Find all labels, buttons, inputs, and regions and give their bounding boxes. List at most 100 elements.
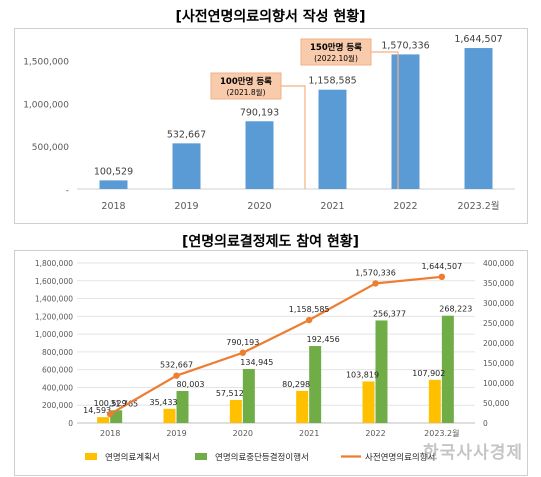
y-left-tick-label: 600,000 <box>42 366 73 375</box>
bar <box>172 143 201 189</box>
line-data-label: 100,529 <box>94 399 127 408</box>
x-tick-label: 2020 <box>247 201 271 212</box>
chart2-title: [연명의료결정제도 참여 현황] <box>181 234 360 250</box>
panel-advance-directive: [사전연명의료의향서 작성 현황] - 500,000 1,000,000 1,500… <box>0 0 541 228</box>
x-tick-label: 2018 <box>100 429 120 438</box>
legend-label: 사전연명의료의향서 <box>365 452 435 463</box>
bar <box>391 54 420 189</box>
bar-data-label: 57,512 <box>216 389 244 398</box>
bar-data-label: 134,945 <box>240 358 273 367</box>
bar <box>176 390 189 423</box>
y-tick-label: 1,000,000 <box>23 100 69 110</box>
y-right-tick-label: 0 <box>483 419 488 428</box>
bar <box>242 369 255 423</box>
data-label: 1,570,336 <box>381 40 429 51</box>
data-label: 1,644,507 <box>454 34 502 45</box>
legend-label: 연명의료계획서 <box>105 452 160 463</box>
bar <box>309 346 322 423</box>
y-right-tick-label: 200,000 <box>483 339 514 348</box>
bar-data-label: 192,456 <box>307 335 340 344</box>
legend-label: 연명의료중단등결정이행서 <box>215 452 309 463</box>
y-right-tick-label: 50,000 <box>483 399 509 408</box>
bar-data-label: 14,593 <box>83 406 111 415</box>
y-left-tick-label: 1,800,000 <box>35 259 73 268</box>
bar <box>296 390 309 423</box>
line-data-label: 1,644,507 <box>421 262 462 271</box>
x-tick-label: 2019 <box>166 429 186 438</box>
callout-leader <box>281 85 306 189</box>
bar-data-label: 256,377 <box>373 309 406 318</box>
line-point <box>438 273 446 281</box>
callout-title: 100만명 등록 <box>220 76 272 87</box>
line-data-label: 1,570,336 <box>355 268 396 277</box>
callout-title: 150만명 등록 <box>310 42 362 53</box>
x-tick-label: 2021 <box>320 201 344 212</box>
bar-data-label: 103,819 <box>346 370 379 379</box>
bar-data-label: 80,298 <box>282 380 310 389</box>
line-point <box>239 349 247 356</box>
callout-box <box>210 72 282 100</box>
y-right-tick-label: 150,000 <box>483 359 514 368</box>
legend-swatch <box>195 453 207 460</box>
bar-data-label: 107,902 <box>412 369 445 378</box>
data-label: 1,158,585 <box>308 76 356 87</box>
bar <box>229 399 242 423</box>
y-left-tick-label: 1,600,000 <box>35 277 73 286</box>
y-left-tick-label: 200,000 <box>42 401 73 410</box>
bar <box>99 180 128 189</box>
bar <box>245 121 274 189</box>
legend-swatch <box>85 453 97 460</box>
line-data-label: 790,193 <box>226 338 259 347</box>
callout-leader <box>371 51 399 189</box>
y-left-tick-label: 1,400,000 <box>35 295 73 304</box>
x-tick-label: 2022 <box>393 201 417 212</box>
x-tick-label: 2018 <box>101 201 125 212</box>
y-right-tick-label: 300,000 <box>483 299 514 308</box>
callout-date: (2021.8월) <box>227 87 266 97</box>
x-tick-label: 2022 <box>365 429 385 438</box>
y-left-tick-label: 400,000 <box>42 383 73 392</box>
y-tick-label: 1,500,000 <box>23 57 69 67</box>
bar <box>375 320 388 423</box>
panel-participation: [연명의료결정제도 참여 현황] 0 200,000 400,000 600,000 8… <box>0 228 541 477</box>
callout-box <box>300 38 372 66</box>
callout-date: (2022.10월) <box>314 53 358 63</box>
bar <box>97 417 110 423</box>
line-series <box>109 275 442 416</box>
x-tick-label: 2023.2월 <box>424 428 459 438</box>
chart2-svg: 0 200,000 400,000 600,000 800,000 1,000,000 1,… <box>35 259 514 463</box>
bar <box>318 89 347 189</box>
watermark-text: 한국사사경제 <box>423 443 523 463</box>
bar-data-label: 268,223 <box>439 305 472 314</box>
bar-data-label: 31,765 <box>110 399 138 408</box>
y-tick-label: - <box>66 186 69 196</box>
data-label: 100,529 <box>94 166 133 177</box>
line-point <box>305 316 313 324</box>
data-label: 790,193 <box>240 107 279 118</box>
y-left-tick-label: 0 <box>68 419 73 428</box>
y-left-tick-label: 1,000,000 <box>35 330 73 339</box>
y-right-tick-label: 350,000 <box>483 279 514 288</box>
x-tick-label: 2023.2월 <box>458 200 500 212</box>
chart1-frame: - 500,000 1,000,000 1,500,000 100,529 2018 532… <box>14 28 528 224</box>
x-tick-label: 2020 <box>233 429 253 438</box>
y-left-tick-label: 800,000 <box>42 348 73 357</box>
bar <box>163 408 176 423</box>
chart1-title: [사전연명의료의향서 작성 현황] <box>175 9 366 25</box>
line-point <box>106 410 114 418</box>
bar <box>464 48 493 189</box>
y-right-tick-label: 250,000 <box>483 319 514 328</box>
data-label: 532,667 <box>167 129 206 140</box>
bar-data-label: 35,433 <box>150 398 178 407</box>
bar <box>362 381 375 423</box>
line-point <box>372 280 379 287</box>
line-data-label: 532,667 <box>160 361 193 370</box>
x-tick-label: 2019 <box>174 201 198 212</box>
bar <box>441 315 454 423</box>
y-right-tick-label: 400,000 <box>483 259 514 268</box>
line-data-label: 1,158,585 <box>289 305 330 314</box>
bar-data-label: 80,003 <box>177 380 205 389</box>
line-point <box>173 372 180 379</box>
chart1-svg: - 500,000 1,000,000 1,500,000 100,529 2018 532… <box>23 34 515 212</box>
y-tick-label: 500,000 <box>32 143 69 153</box>
